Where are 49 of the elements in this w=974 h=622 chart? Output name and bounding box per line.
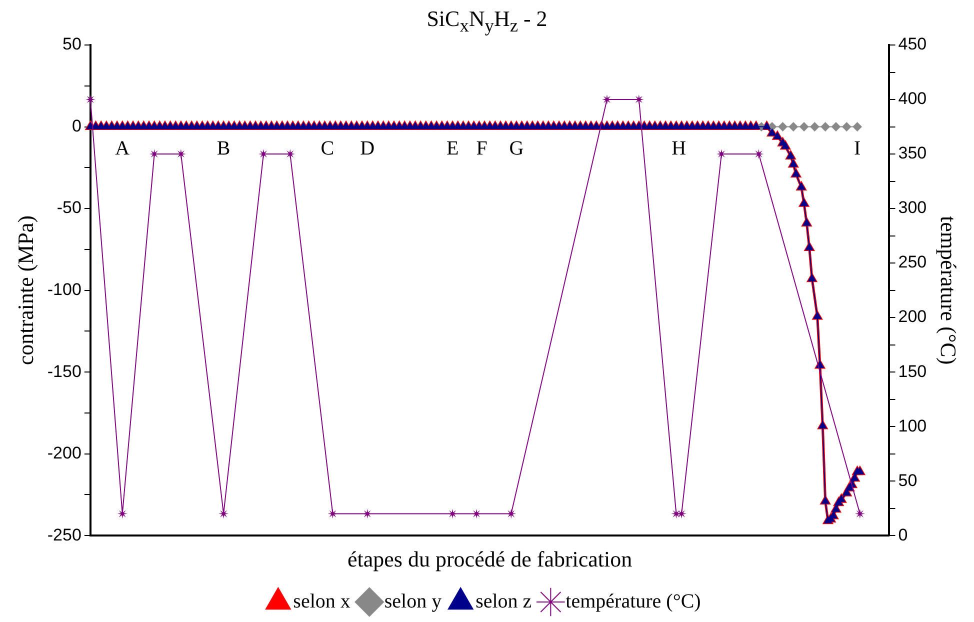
point — [258, 149, 268, 160]
y2-tick-label: 400 — [898, 89, 927, 108]
point — [85, 94, 96, 105]
legend-label: température (°C) — [566, 590, 701, 612]
y2-tick-label: 150 — [898, 362, 927, 381]
x-tick-label: E — [446, 137, 459, 160]
y2-tick-label: 0 — [898, 525, 908, 544]
y-tick-label: -150 — [47, 362, 82, 381]
point — [676, 508, 687, 519]
x-tick-label: H — [672, 137, 686, 160]
point — [149, 149, 160, 160]
point — [218, 508, 229, 519]
y-axis-title: contrainte (MPa) — [12, 215, 38, 366]
point — [602, 94, 612, 105]
y-tick-label: -200 — [47, 444, 82, 463]
y2-tick-label: 50 — [898, 470, 918, 490]
y2-tick-label: 200 — [898, 307, 927, 326]
legend-label: selon z — [476, 590, 532, 612]
x-tick-label: C — [320, 137, 334, 160]
y-tick-label: -100 — [47, 280, 82, 299]
y2-tick-label: 100 — [898, 416, 927, 436]
x-tick-label: A — [115, 137, 130, 160]
y2-tick-label: 350 — [898, 144, 927, 163]
point — [754, 149, 764, 160]
x-axis-title: étapes du procédé de fabrication — [348, 546, 632, 572]
point — [285, 149, 296, 160]
x-tick-label: B — [216, 137, 230, 160]
point — [328, 508, 338, 519]
x-tick-label: G — [509, 137, 524, 160]
y2-axis-title: température (°C) — [936, 216, 962, 365]
point — [716, 149, 726, 160]
point — [854, 508, 865, 519]
point — [117, 508, 128, 519]
y-tick-label: 50 — [62, 34, 82, 54]
point — [671, 508, 682, 519]
x-tick-label: D — [360, 137, 375, 160]
y-tick-label: 0 — [72, 116, 82, 136]
y-tick-label: -250 — [47, 525, 82, 544]
point — [362, 508, 372, 519]
x-tick-label: F — [476, 137, 488, 160]
x-tick-label: I — [854, 137, 861, 160]
legend-label: selon x — [293, 590, 350, 612]
y2-tick-label: 450 — [898, 34, 927, 54]
y-tick-label: -50 — [56, 198, 82, 218]
chart-title: SiC$_{x}$N$_{y}$H$_{z}$ - 2 — [426, 6, 548, 36]
point — [506, 508, 516, 519]
legend-label: selon y — [384, 590, 442, 612]
y2-tick-label: 300 — [898, 198, 927, 218]
y2-tick-label: 250 — [898, 252, 927, 272]
